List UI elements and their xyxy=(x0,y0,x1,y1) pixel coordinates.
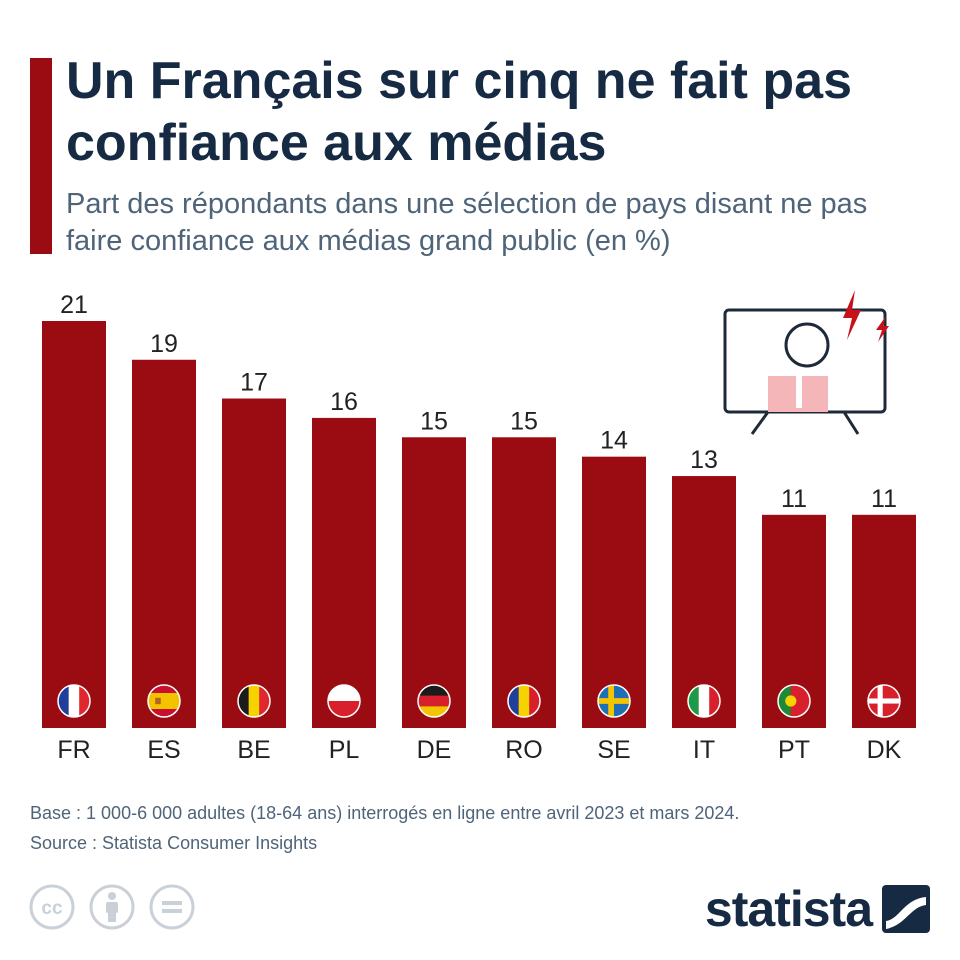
cc-icon[interactable]: cc xyxy=(28,883,76,931)
chart-subtitle: Part des répondants dans une sélection d… xyxy=(66,188,868,257)
value-label-ro: 15 xyxy=(510,407,538,435)
bar-es xyxy=(132,359,196,728)
logo-text: statista xyxy=(704,881,873,937)
value-label-it: 13 xyxy=(690,446,718,474)
category-label-be: BE xyxy=(237,736,270,764)
category-label-dk: DK xyxy=(867,736,902,764)
source-note: Source : Statista Consumer Insights xyxy=(30,833,318,853)
category-label-it: IT xyxy=(693,736,715,764)
value-label-be: 17 xyxy=(240,369,268,397)
bar-ro xyxy=(492,437,556,728)
category-label-es: ES xyxy=(147,736,180,764)
base-note: Base : 1 000-6 000 adultes (18-64 ans) i… xyxy=(30,803,740,823)
value-label-es: 19 xyxy=(150,330,178,358)
bar-se xyxy=(582,456,646,728)
value-label-dk: 11 xyxy=(871,485,897,513)
spain-flag-icon xyxy=(147,684,181,718)
attribution-icon[interactable] xyxy=(88,883,136,931)
germany-flag-icon xyxy=(417,684,451,718)
bar-chart: 21 FR 19 ES 17 BE 16 PL 15 DE 15 RO 14 SE 13 IT 11 PT 11 DK xyxy=(42,291,916,764)
category-label-pt: PT xyxy=(778,736,810,764)
statista-logo[interactable]: statista xyxy=(705,880,930,938)
denmark-flag-icon xyxy=(867,684,901,718)
sweden-flag-icon xyxy=(597,684,631,718)
italy-flag-icon xyxy=(687,684,721,718)
title-accent-bar xyxy=(30,58,52,254)
category-label-se: SE xyxy=(597,736,630,764)
bar-fr xyxy=(42,321,106,728)
romania-flag-icon xyxy=(507,684,541,718)
footnote: Base : 1 000-6 000 adultes (18-64 ans) i… xyxy=(30,798,930,858)
value-label-pl: 16 xyxy=(330,388,358,416)
value-label-fr: 21 xyxy=(60,291,88,319)
category-label-ro: RO xyxy=(505,736,543,764)
chart-title: Un Français sur cinq ne fait pas confian… xyxy=(66,52,852,172)
value-label-pt: 11 xyxy=(781,485,807,513)
value-label-se: 14 xyxy=(600,427,628,455)
category-label-pl: PL xyxy=(329,736,360,764)
france-flag-icon xyxy=(57,684,91,718)
bar-be xyxy=(222,398,286,728)
license-icons: cc xyxy=(28,883,196,931)
svg-text:cc: cc xyxy=(41,898,63,919)
category-label-fr: FR xyxy=(57,736,90,764)
bar-de xyxy=(402,437,466,728)
statista-mark-icon xyxy=(882,885,930,933)
belgium-flag-icon xyxy=(237,684,271,718)
category-label-de: DE xyxy=(417,736,452,764)
portugal-flag-icon xyxy=(777,684,811,718)
bar-pl xyxy=(312,417,376,728)
poland-flag-icon xyxy=(327,684,361,718)
tv-presenter-icon xyxy=(723,290,889,435)
no-derivatives-icon[interactable] xyxy=(148,883,196,931)
value-label-de: 15 xyxy=(420,407,448,435)
